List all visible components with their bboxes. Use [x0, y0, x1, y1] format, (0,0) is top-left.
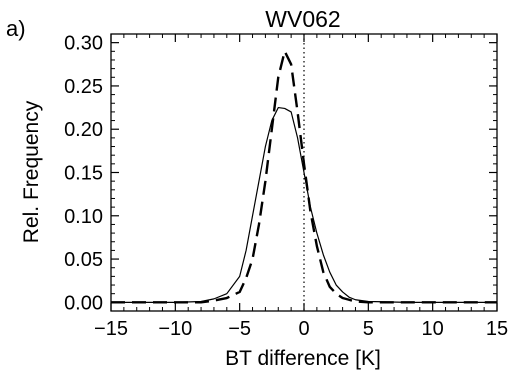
y-tick-label: 0.20: [64, 119, 103, 141]
series-dashed-line: [111, 50, 497, 304]
series-layer: [111, 50, 497, 304]
x-axis-label: BT difference [K]: [225, 347, 381, 370]
x-tick-label: −5: [228, 318, 251, 340]
x-tick-label: 5: [363, 318, 374, 340]
y-tick-label: 0.10: [64, 206, 103, 228]
text-layer: a) WV062 BT difference [K] Rel. Frequenc…: [6, 6, 508, 370]
x-tick-label: 10: [422, 318, 444, 340]
axes-layer: [110, 33, 498, 312]
y-axis-label: Rel. Frequency: [20, 100, 43, 243]
y-tick-label: 0.00: [64, 292, 103, 314]
x-tick-label: 15: [486, 318, 508, 340]
y-tick-label: 0.25: [64, 76, 103, 98]
panel-label: a): [6, 16, 26, 41]
y-tick-label: 0.30: [64, 33, 103, 55]
y-tick-label: 0.15: [64, 163, 103, 185]
x-tick-label: 0: [298, 318, 309, 340]
x-tick-label: −10: [158, 318, 192, 340]
y-tick-label: 0.05: [64, 249, 103, 271]
series-solid-line: [111, 106, 497, 303]
chart-title: WV062: [265, 6, 340, 32]
x-tick-label: −15: [94, 318, 128, 340]
